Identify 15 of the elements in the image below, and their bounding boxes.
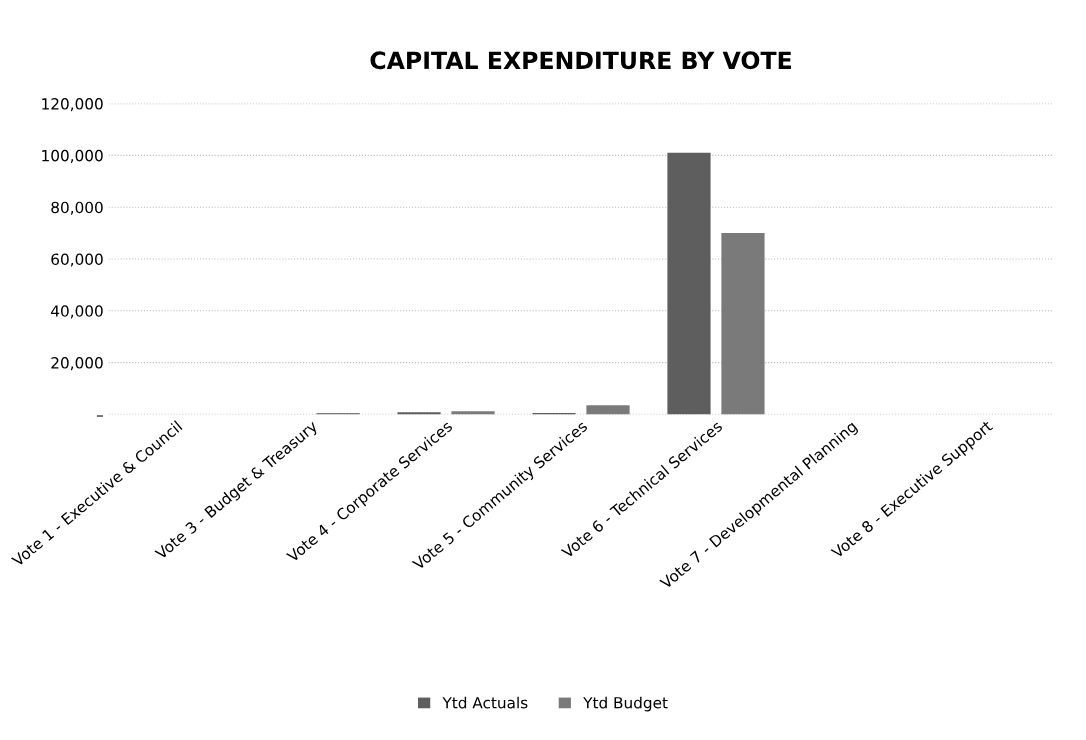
bar — [667, 152, 711, 415]
bar — [586, 405, 630, 415]
chart-title: CAPITAL EXPENDITURE BY VOTE — [370, 51, 791, 70]
y-tick-label: 80,000 — [51, 201, 103, 215]
legend-label: Ytd Budget — [583, 696, 668, 712]
y-tick-label: 20,000 — [51, 357, 103, 371]
y-tick-label: – — [96, 415, 103, 417]
bar — [397, 412, 441, 415]
bar — [451, 411, 495, 415]
y-tick-label: 120,000 — [42, 98, 103, 112]
bar — [721, 233, 765, 415]
y-tick-label: 60,000 — [51, 253, 103, 267]
y-tick-label: 100,000 — [42, 149, 103, 163]
legend-label: Ytd Actuals — [442, 696, 528, 709]
y-tick-label: 40,000 — [51, 305, 103, 319]
